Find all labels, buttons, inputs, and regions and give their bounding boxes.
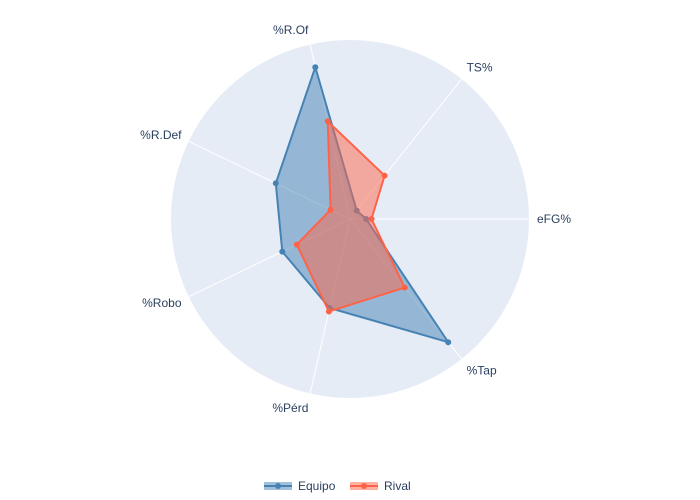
point-rival-pct-r-of[interactable] — [324, 118, 331, 125]
axis-label-pct-pérd: %Pérd — [272, 401, 308, 415]
point-equipo-pct-r-of[interactable] — [312, 64, 319, 71]
axis-label-pct-tap: %Tap — [467, 364, 497, 378]
point-equipo-pct-r-def[interactable] — [272, 180, 279, 187]
axis-label-pct-r-def: %R.Def — [140, 128, 182, 142]
series-layer — [272, 64, 452, 346]
angular-axis-labels: eFG% TS% %R.Of %R.Def %Robo %Pérd %Tap — [140, 23, 571, 415]
axis-label-efgpct: eFG% — [537, 212, 571, 226]
legend-marker-equipo — [275, 483, 281, 489]
legend-label-equipo: Equipo — [298, 479, 336, 493]
axis-label-pct-r-of: %R.Of — [273, 23, 309, 37]
point-rival-tspct[interactable] — [381, 172, 388, 179]
series-area-rival — [295, 120, 406, 313]
legend: Equipo Rival — [264, 479, 411, 493]
point-equipo-pct-tap[interactable] — [445, 339, 452, 346]
point-rival-pct-robo[interactable] — [293, 241, 300, 248]
point-rival-pct-pérd[interactable] — [325, 308, 332, 315]
legend-marker-rival — [361, 483, 367, 489]
point-rival-pct-tap[interactable] — [401, 284, 408, 291]
point-rival-efgpct[interactable] — [368, 216, 375, 222]
point-equipo-pct-robo[interactable] — [279, 248, 286, 255]
axis-label-tspct: TS% — [467, 60, 493, 74]
legend-label-rival: Rival — [384, 479, 411, 493]
legend-item-equipo[interactable]: Equipo — [264, 479, 336, 493]
point-rival-pct-r-def[interactable] — [327, 206, 334, 213]
legend-item-rival[interactable]: Rival — [350, 479, 411, 493]
axis-label-pct-robo: %Robo — [142, 296, 182, 310]
series-rival — [293, 118, 408, 315]
